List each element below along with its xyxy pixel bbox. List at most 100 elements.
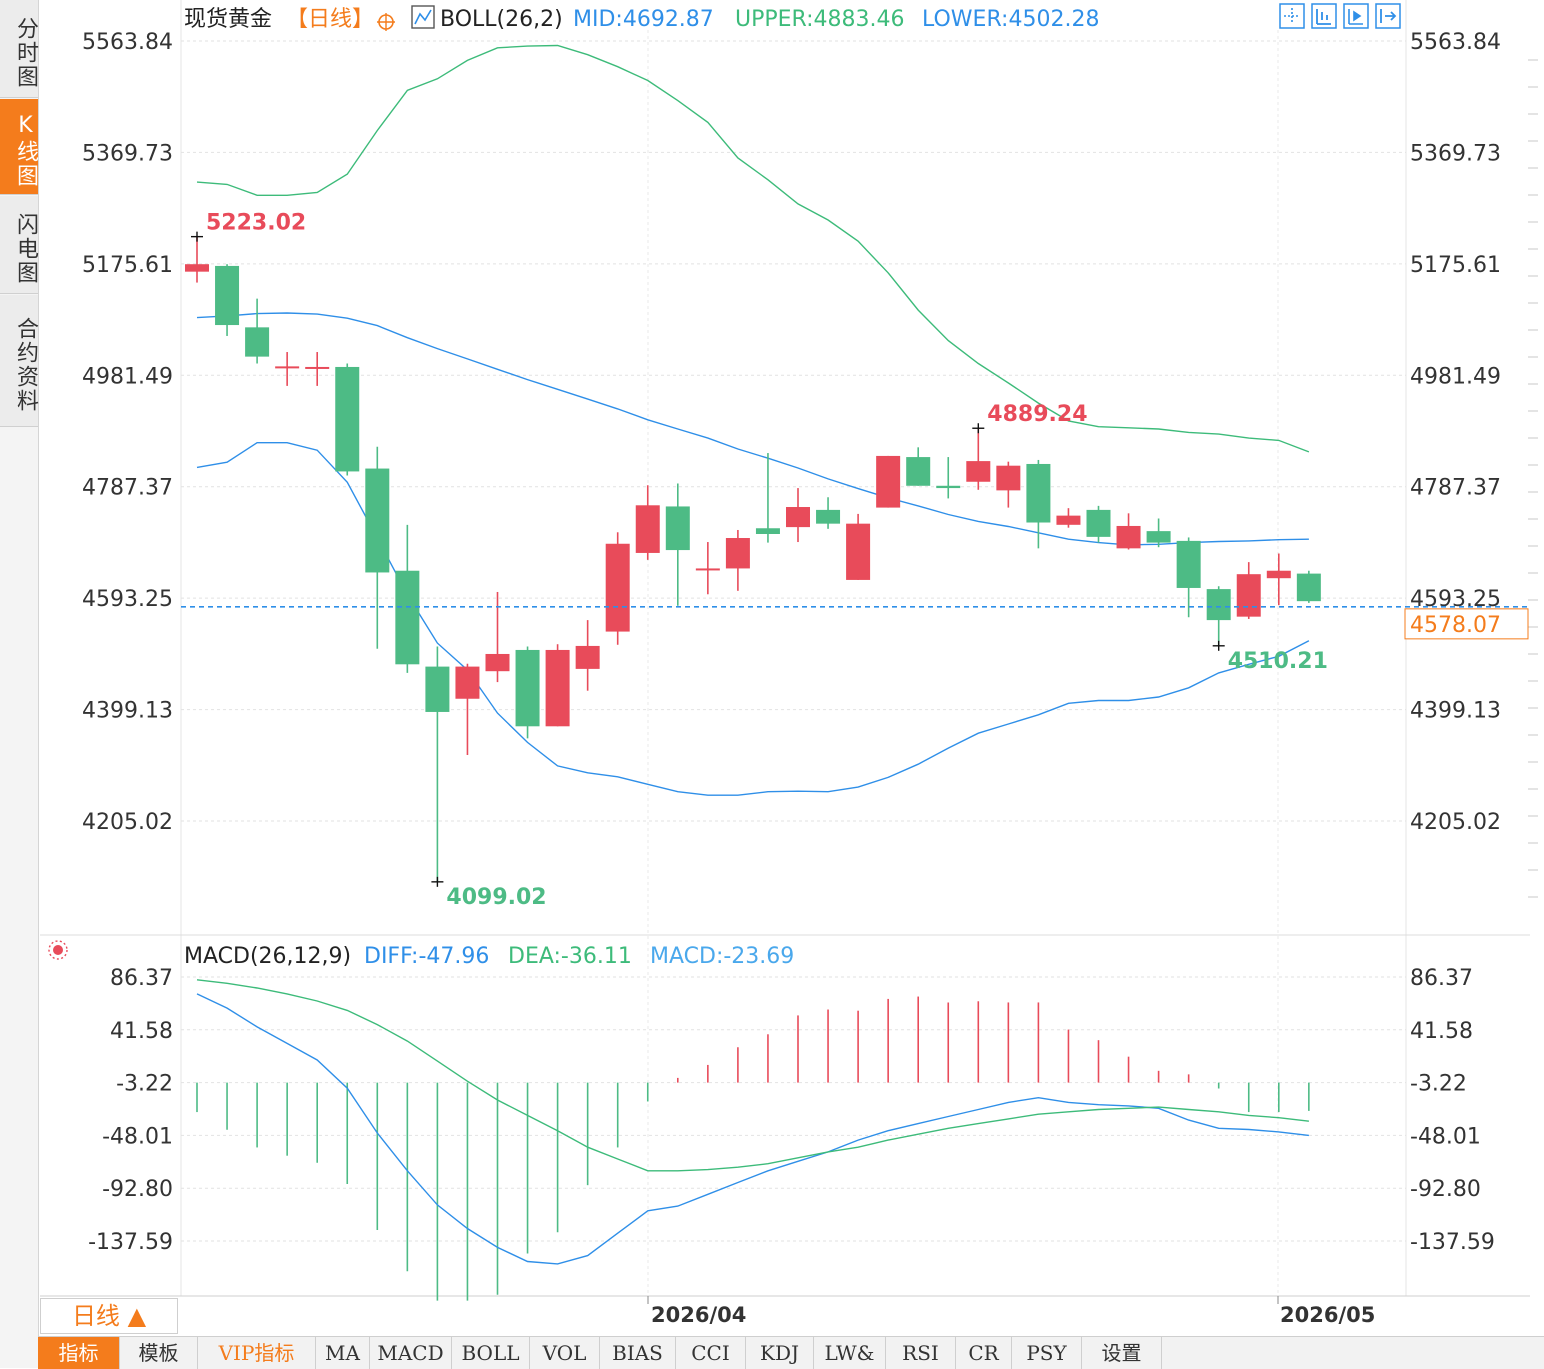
candle-body bbox=[725, 538, 750, 569]
macd-ytick-left: -137.59 bbox=[88, 1230, 173, 1255]
toolbar-item-2[interactable]: VIP指标 bbox=[198, 1337, 316, 1369]
main-ytick-left: 4593.25 bbox=[82, 587, 173, 612]
candle-body bbox=[1056, 515, 1081, 525]
main-ytick-right: 4399.13 bbox=[1410, 699, 1501, 724]
macd-hist-value: MACD:-23.69 bbox=[650, 944, 794, 969]
macd-ytick-left: -3.22 bbox=[116, 1072, 173, 1097]
candle-body bbox=[755, 528, 780, 534]
period-label[interactable]: 【日线】 bbox=[286, 7, 374, 32]
candle-body bbox=[1176, 540, 1201, 588]
period-button[interactable]: 日线 ▲ bbox=[40, 1298, 178, 1334]
macd-ytick-left: -92.80 bbox=[102, 1177, 173, 1202]
candle-body bbox=[635, 505, 660, 553]
toolbar-item-13[interactable]: PSY bbox=[1012, 1337, 1082, 1369]
candle-body bbox=[275, 366, 300, 369]
toolbar-item-14[interactable]: 设置 bbox=[1082, 1337, 1162, 1369]
toolbar-item-12[interactable]: CR bbox=[956, 1337, 1012, 1369]
candle-body bbox=[215, 265, 240, 326]
candle-body bbox=[455, 666, 480, 699]
chart-type-icon[interactable] bbox=[1343, 3, 1369, 29]
candle-body bbox=[1296, 573, 1321, 602]
settings-sun-icon[interactable] bbox=[48, 940, 68, 960]
toolbar-item-8[interactable]: CCI bbox=[676, 1337, 746, 1369]
main-ytick-right: 4205.02 bbox=[1410, 810, 1501, 835]
toolbar-item-5[interactable]: BOLL bbox=[452, 1337, 530, 1369]
x-label-apr: 2026/04 bbox=[651, 1303, 746, 1327]
candle-body bbox=[335, 366, 360, 472]
crosshair-tool-icon[interactable] bbox=[1279, 3, 1305, 29]
toolbar-item-9[interactable]: KDJ bbox=[746, 1337, 814, 1369]
toolbar-item-4[interactable]: MACD bbox=[370, 1337, 452, 1369]
candle-body bbox=[395, 570, 420, 665]
macd-ytick-right: -3.22 bbox=[1410, 1072, 1467, 1097]
instrument-title: 现货黄金 bbox=[184, 7, 272, 32]
gridlines bbox=[181, 30, 1538, 1296]
candle-body bbox=[515, 649, 540, 727]
macd-diff-line bbox=[196, 993, 1309, 1265]
macd-dea-value: DEA:-36.11 bbox=[508, 944, 632, 969]
tab-kline[interactable]: K线图 bbox=[0, 99, 38, 195]
candle-body bbox=[185, 264, 209, 272]
main-ytick-left: 4787.37 bbox=[82, 476, 173, 501]
candle-body bbox=[1236, 574, 1261, 617]
tab-contract-info[interactable]: 合约资料 bbox=[0, 295, 38, 427]
main-ytick-left: 4981.49 bbox=[82, 364, 173, 389]
x-label-may: 2026/05 bbox=[1280, 1303, 1375, 1327]
macd-name: MACD(26,12,9) bbox=[184, 944, 351, 969]
macd-pane bbox=[196, 979, 1310, 1301]
add-indicator-icon[interactable] bbox=[1311, 3, 1337, 29]
crosshair-icon[interactable] bbox=[377, 13, 395, 31]
main-ytick-right: 4787.37 bbox=[1410, 476, 1501, 501]
boll-upper-value: UPPER:4883.46 bbox=[735, 7, 905, 32]
boll-lower-value: LOWER:4502.28 bbox=[922, 7, 1099, 32]
macd-ytick-right: -137.59 bbox=[1410, 1230, 1495, 1255]
macd-ytick-left: 41.58 bbox=[110, 1019, 173, 1044]
candle-body bbox=[816, 509, 841, 524]
macd-diff-value: DIFF:-47.96 bbox=[364, 944, 489, 969]
main-ytick-left: 5563.84 bbox=[82, 30, 173, 55]
expand-icon[interactable] bbox=[1375, 3, 1401, 29]
main-ytick-left: 4399.13 bbox=[82, 699, 173, 724]
candle-body bbox=[305, 366, 330, 369]
candle-body bbox=[1086, 509, 1111, 537]
candle-body bbox=[545, 649, 570, 727]
toolbar-item-0[interactable]: 指标 bbox=[38, 1337, 120, 1369]
candle-body bbox=[936, 485, 961, 489]
boll-indicator-icon[interactable] bbox=[411, 5, 435, 29]
boll-upper-line bbox=[196, 44, 1310, 453]
chevron-up-icon: ▲ bbox=[127, 1302, 147, 1330]
candle-body bbox=[1146, 531, 1171, 543]
candle-body bbox=[846, 523, 871, 580]
candle-body bbox=[1266, 570, 1291, 579]
toolbar-item-10[interactable]: LW& bbox=[814, 1337, 886, 1369]
candle-body bbox=[605, 543, 630, 632]
candles bbox=[185, 236, 1321, 882]
toolbar-item-3[interactable]: MA bbox=[316, 1337, 370, 1369]
macd-ytick-left: 86.37 bbox=[110, 966, 173, 991]
current-price-label: 4578.07 bbox=[1410, 613, 1501, 638]
annotation-high-label: 5223.02 bbox=[206, 211, 306, 236]
candle-body bbox=[966, 461, 991, 482]
macd-ytick-right: 86.37 bbox=[1410, 966, 1473, 991]
tab-flash-chart[interactable]: 闪电图 bbox=[0, 196, 38, 294]
candle-body bbox=[485, 653, 510, 672]
annotation-low-label: 4510.21 bbox=[1228, 649, 1328, 674]
chart-background bbox=[40, 0, 1544, 1336]
main-ytick-right: 4981.49 bbox=[1410, 364, 1501, 389]
toolbar-item-11[interactable]: RSI bbox=[886, 1337, 956, 1369]
macd-ytick-right: -92.80 bbox=[1410, 1177, 1481, 1202]
candle-body bbox=[575, 645, 600, 669]
tab-timeshare[interactable]: 分时图 bbox=[0, 0, 38, 98]
toolbar-item-6[interactable]: VOL bbox=[530, 1337, 600, 1369]
toolbar-item-1[interactable]: 模板 bbox=[120, 1337, 198, 1369]
current-price-box bbox=[1404, 608, 1529, 640]
macd-dea-line bbox=[196, 979, 1309, 1172]
candle-body bbox=[876, 455, 901, 508]
candle-body bbox=[365, 468, 390, 573]
main-ytick-left: 5175.61 bbox=[82, 253, 173, 278]
macd-ytick-right: 41.58 bbox=[1410, 1019, 1473, 1044]
candle-body bbox=[1026, 463, 1051, 523]
toolbar-item-7[interactable]: BIAS bbox=[600, 1337, 676, 1369]
macd-ytick-left: -48.01 bbox=[102, 1124, 173, 1149]
chart-area[interactable]: 5563.84 5563.84 5369.73 5369.73 5175.61 5175.… bbox=[0, 0, 1544, 1336]
